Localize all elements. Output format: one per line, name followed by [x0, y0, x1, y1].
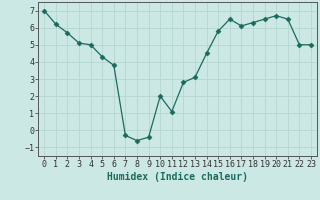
X-axis label: Humidex (Indice chaleur): Humidex (Indice chaleur) — [107, 172, 248, 182]
